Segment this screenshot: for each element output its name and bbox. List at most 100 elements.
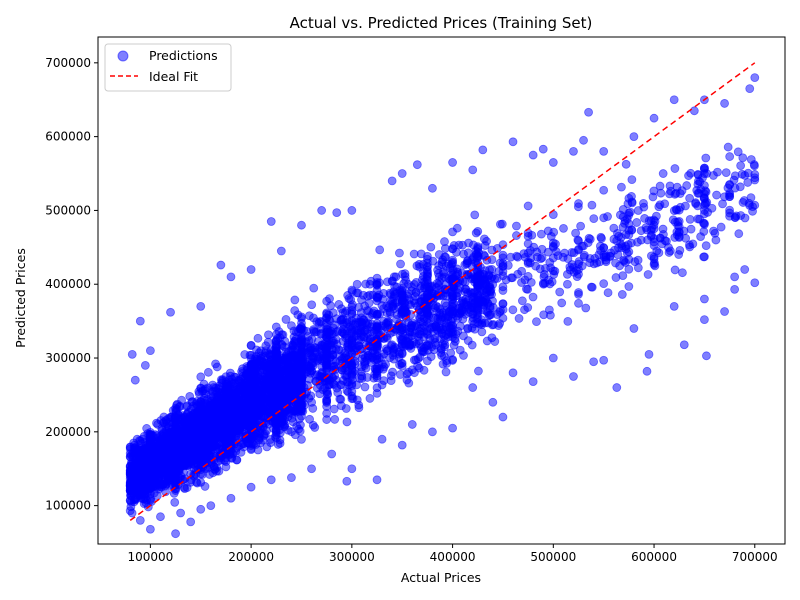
prediction-point: [495, 258, 505, 268]
prediction-point: [548, 242, 558, 252]
prediction-point: [730, 183, 740, 193]
prediction-point: [281, 315, 291, 324]
prediction-point: [658, 224, 668, 234]
prediction-point: [711, 235, 721, 245]
prediction-point: [611, 258, 620, 268]
prediction-point: [342, 417, 352, 427]
prediction-point: [404, 367, 413, 377]
prediction-point: [253, 333, 263, 343]
prediction-point: [378, 359, 387, 369]
prediction-point: [498, 250, 508, 260]
prediction-point: [595, 241, 605, 251]
prediction-point: [517, 266, 527, 276]
prediction-point: [723, 142, 733, 152]
prediction-point: [599, 185, 609, 195]
prediction-point: [750, 173, 760, 183]
prediction-point: [386, 376, 396, 386]
prediction-point: [684, 171, 693, 180]
prediction-point: [362, 320, 372, 330]
y-axis-label: Predicted Prices: [13, 248, 28, 348]
prediction-point: [685, 193, 695, 203]
prediction-point: [624, 282, 634, 291]
prediction-point: [746, 193, 756, 203]
prediction-point: [716, 222, 726, 232]
prediction-point: [397, 349, 407, 359]
prediction-point: [563, 316, 573, 326]
prediction-point: [682, 181, 692, 190]
prediction-point: [203, 383, 213, 393]
prediction-point: [437, 351, 447, 360]
prediction-point: [733, 147, 743, 157]
prediction-point: [725, 208, 734, 218]
prediction-point: [419, 365, 429, 375]
prediction-point: [643, 270, 653, 279]
prediction-point: [559, 223, 568, 233]
prediction-point: [571, 228, 580, 238]
prediction-point: [196, 372, 206, 382]
prediction-point: [517, 296, 527, 306]
prediction-point: [649, 252, 659, 262]
prediction-point: [245, 350, 255, 360]
prediction-point: [513, 252, 523, 262]
prediction-point: [170, 497, 180, 507]
prediction-point: [528, 292, 538, 302]
prediction-point: [344, 317, 354, 327]
prediction-point: [203, 367, 213, 377]
prediction-point: [496, 306, 505, 316]
prediction-point: [563, 279, 572, 289]
prediction-point: [737, 169, 747, 179]
prediction-point: [699, 193, 709, 203]
prediction-point: [290, 295, 300, 305]
prediction-point: [329, 404, 339, 414]
prediction-point: [585, 234, 595, 244]
prediction-point: [412, 261, 422, 271]
prediction-point: [670, 164, 680, 173]
prediction-point: [397, 319, 407, 329]
prediction-point: [736, 161, 746, 171]
prediction-point: [657, 239, 667, 249]
x-axis-label: Actual Prices: [401, 570, 481, 585]
prediction-point: [640, 214, 649, 223]
prediction-point: [325, 294, 334, 303]
prediction-point: [209, 462, 219, 472]
prediction-point: [626, 238, 636, 248]
prediction-point: [287, 321, 296, 331]
prediction-point: [581, 303, 591, 313]
prediction-point: [305, 343, 315, 353]
plot-area: [125, 62, 760, 539]
prediction-point: [413, 361, 423, 371]
prediction-point: [648, 192, 658, 202]
prediction-point: [127, 508, 137, 518]
prediction-point: [537, 244, 547, 254]
prediction-point: [290, 306, 300, 315]
prediction-point: [555, 287, 565, 297]
prediction-point: [603, 288, 613, 298]
prediction-point: [307, 300, 317, 310]
prediction-point: [670, 189, 680, 199]
prediction-point: [280, 420, 290, 430]
prediction-point: [685, 214, 695, 224]
prediction-point: [621, 258, 630, 267]
prediction-point: [271, 330, 281, 339]
prediction-point: [639, 198, 648, 208]
prediction-point: [330, 320, 340, 330]
prediction-point: [336, 380, 346, 390]
prediction-point: [343, 291, 353, 300]
prediction-point: [463, 323, 473, 333]
prediction-point: [382, 333, 392, 343]
prediction-point: [295, 414, 304, 424]
prediction-point: [309, 283, 319, 293]
prediction-point: [125, 442, 135, 452]
prediction-point: [206, 391, 216, 401]
prediction-point: [455, 321, 465, 331]
prediction-point: [365, 279, 375, 289]
prediction-point: [473, 226, 483, 236]
prediction-point: [587, 200, 597, 210]
prediction-point: [700, 206, 709, 215]
prediction-point: [632, 218, 642, 227]
prediction-point: [610, 245, 619, 255]
prediction-point: [211, 383, 221, 393]
prediction-point: [734, 229, 744, 239]
prediction-point: [437, 257, 447, 267]
